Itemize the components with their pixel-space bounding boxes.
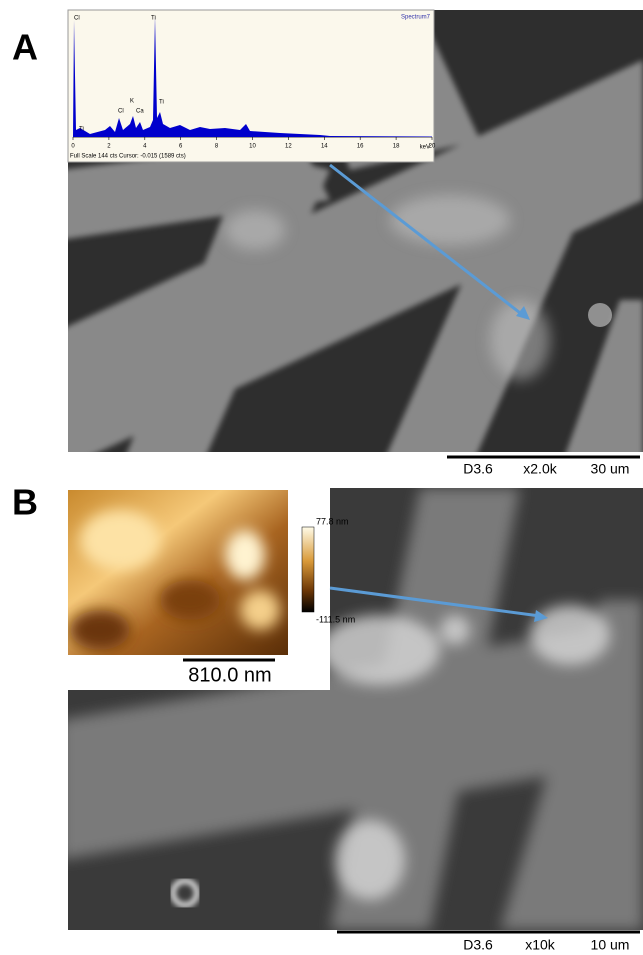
peak-label: Cl (74, 16, 80, 22)
peak-label: Ti (159, 100, 164, 106)
figure: Spectrum7 keV Full Scale 144 cts Cursor:… (0, 0, 643, 955)
color-bar (302, 527, 314, 612)
peak-label: Ti (151, 16, 156, 22)
afm-min: -111.5 nm (316, 614, 355, 624)
afm-inset: 77.8 nm -111.5 nm 810.0 nm (68, 488, 355, 690)
eds-inset: Spectrum7 keV Full Scale 144 cts Cursor:… (68, 10, 436, 162)
x-tick-label: 18 (393, 144, 400, 150)
scale-label: 30 um (591, 461, 630, 477)
scale-label: x10k (525, 937, 556, 953)
peak-label: Cl (118, 109, 124, 115)
spectrum-footer: Full Scale 144 cts Cursor: -0.015 (1589 … (70, 154, 186, 160)
peak-label: Ti (79, 127, 84, 133)
afm-scale: 810.0 nm (188, 664, 271, 686)
peak-label: K (130, 99, 134, 105)
afm-max: 77.8 nm (316, 516, 349, 526)
scale-label: x2.0k (523, 461, 557, 477)
scale-label: 10 um (591, 937, 630, 953)
scale-label: D3.6 (463, 937, 493, 953)
x-tick-label: 14 (321, 144, 328, 150)
peak-label: Ca (136, 109, 144, 115)
x-tick-label: 12 (285, 144, 292, 150)
scale-label: D3.6 (463, 461, 493, 477)
spectrum-title: Spectrum7 (401, 15, 431, 21)
x-tick-label: 10 (249, 144, 256, 150)
panel-label: B (12, 482, 38, 523)
panel-label: A (12, 27, 38, 68)
x-tick-label: 20 (429, 144, 436, 150)
x-tick-label: 16 (357, 144, 364, 150)
